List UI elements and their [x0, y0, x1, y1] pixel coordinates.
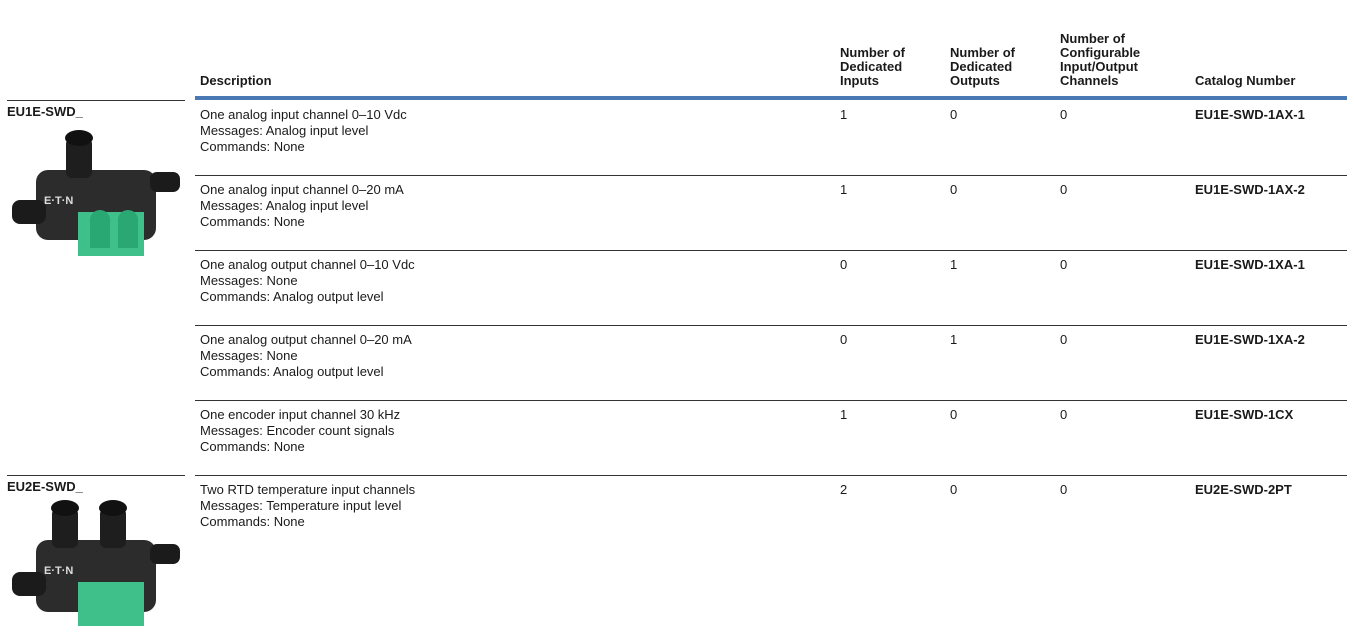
- count: 0: [950, 482, 958, 497]
- row-rule: [195, 475, 1347, 476]
- header-line: Channels: [1060, 73, 1119, 88]
- column-header: Catalog Number: [1195, 8, 1325, 88]
- description-line: One analog input channel 0–20 mA: [200, 182, 404, 197]
- count: 0: [1060, 407, 1068, 422]
- product-image: E·T·N: [12, 500, 180, 626]
- description-line: Commands: Analog output level: [200, 364, 384, 379]
- header-line: Configurable: [1060, 45, 1141, 60]
- description-line: One analog input channel 0–10 Vdc: [200, 107, 407, 122]
- catalog-number: EU1E-SWD-1XA-1: [1195, 257, 1305, 272]
- header-line: Inputs: [840, 73, 879, 88]
- group-rule: [7, 100, 185, 101]
- catalog-number: EU1E-SWD-1AX-2: [1195, 182, 1305, 197]
- svg-text:E·T·N: E·T·N: [44, 195, 73, 207]
- description-line: One encoder input channel 30 kHz: [200, 407, 401, 422]
- column-header: Number of Configurable Input/Output Channel…: [1060, 8, 1190, 88]
- column-header: Number of Dedicated Inputs: [840, 8, 970, 88]
- description-line: Messages: None: [200, 273, 298, 288]
- count: 0: [1060, 482, 1068, 497]
- header-line: Outputs: [950, 73, 1000, 88]
- count: 1: [950, 332, 958, 347]
- header-rule: [195, 96, 1347, 100]
- count: 1: [840, 107, 848, 122]
- count: 0: [950, 107, 958, 122]
- header-line: Dedicated: [840, 59, 903, 74]
- count: 0: [950, 407, 958, 422]
- product-image: E·T·N: [12, 130, 180, 256]
- count: 1: [950, 257, 958, 272]
- header-line: Number of: [950, 45, 1015, 60]
- count: 2: [840, 482, 848, 497]
- description-line: Commands: None: [200, 514, 305, 529]
- description-line: Messages: Encoder count signals: [200, 423, 395, 438]
- count: 0: [1060, 107, 1068, 122]
- description-line: Messages: Analog input level: [200, 123, 369, 138]
- description-line: Messages: Temperature input level: [200, 498, 402, 513]
- count: 0: [840, 332, 848, 347]
- description-line: Commands: Analog output level: [200, 289, 384, 304]
- header-line: Catalog Number: [1195, 73, 1296, 88]
- catalog-number: EU1E-SWD-1CX: [1195, 407, 1294, 422]
- count: 0: [950, 182, 958, 197]
- product-label: EU2E-SWD_: [7, 479, 83, 494]
- description-line: One analog output channel 0–10 Vdc: [200, 257, 415, 272]
- row-rule: [195, 175, 1347, 176]
- group-rule: [7, 475, 185, 476]
- description-line: Two RTD temperature input channels: [200, 482, 416, 497]
- count: 0: [840, 257, 848, 272]
- row-rule: [195, 400, 1347, 401]
- description-line: Commands: None: [200, 139, 305, 154]
- row-rule: [195, 325, 1347, 326]
- catalog-number: EU1E-SWD-1AX-1: [1195, 107, 1305, 122]
- column-header: Description: [200, 8, 330, 88]
- description-line: Commands: None: [200, 214, 305, 229]
- count: 1: [840, 182, 848, 197]
- catalog-number: EU2E-SWD-2PT: [1195, 482, 1292, 497]
- description-line: One analog output channel 0–20 mA: [200, 332, 412, 347]
- header-line: Input/Output: [1060, 59, 1138, 74]
- header-line: Number of: [840, 45, 905, 60]
- count: 0: [1060, 332, 1068, 347]
- description-line: Messages: None: [200, 348, 298, 363]
- column-header: Number of Dedicated Outputs: [950, 8, 1080, 88]
- catalog-number: EU1E-SWD-1XA-2: [1195, 332, 1305, 347]
- product-label: EU1E-SWD_: [7, 104, 83, 119]
- count: 1: [840, 407, 848, 422]
- description-line: Messages: Analog input level: [200, 198, 369, 213]
- count: 0: [1060, 257, 1068, 272]
- description-line: Commands: None: [200, 439, 305, 454]
- row-rule: [195, 250, 1347, 251]
- header-line: Dedicated: [950, 59, 1013, 74]
- header-line: Number of: [1060, 31, 1125, 46]
- count: 0: [1060, 182, 1068, 197]
- header-line: Description: [200, 73, 272, 88]
- svg-text:E·T·N: E·T·N: [44, 565, 73, 577]
